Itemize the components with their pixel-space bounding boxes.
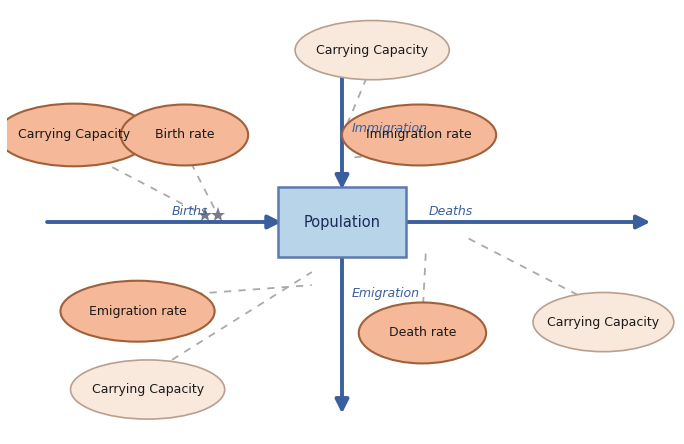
Ellipse shape: [70, 360, 224, 419]
Text: Carrying Capacity: Carrying Capacity: [547, 316, 659, 329]
Ellipse shape: [533, 293, 674, 352]
Text: Carrying Capacity: Carrying Capacity: [92, 383, 204, 396]
FancyBboxPatch shape: [278, 187, 406, 257]
Ellipse shape: [0, 103, 151, 166]
Text: Population: Population: [304, 214, 380, 230]
Ellipse shape: [60, 281, 215, 342]
Text: Carrying Capacity: Carrying Capacity: [316, 44, 428, 57]
Text: Death rate: Death rate: [389, 326, 456, 340]
Ellipse shape: [358, 302, 486, 363]
Text: Birth rate: Birth rate: [155, 128, 214, 142]
Text: Deaths: Deaths: [429, 205, 473, 218]
Ellipse shape: [342, 104, 496, 166]
Text: Immigration: Immigration: [352, 122, 428, 135]
Text: Immigration rate: Immigration rate: [366, 128, 472, 142]
Text: Emigration rate: Emigration rate: [89, 305, 187, 318]
Ellipse shape: [121, 104, 248, 166]
Ellipse shape: [295, 20, 449, 80]
Text: Carrying Capacity: Carrying Capacity: [18, 128, 130, 142]
Text: Births: Births: [172, 205, 208, 218]
Text: Emigration: Emigration: [352, 287, 420, 300]
